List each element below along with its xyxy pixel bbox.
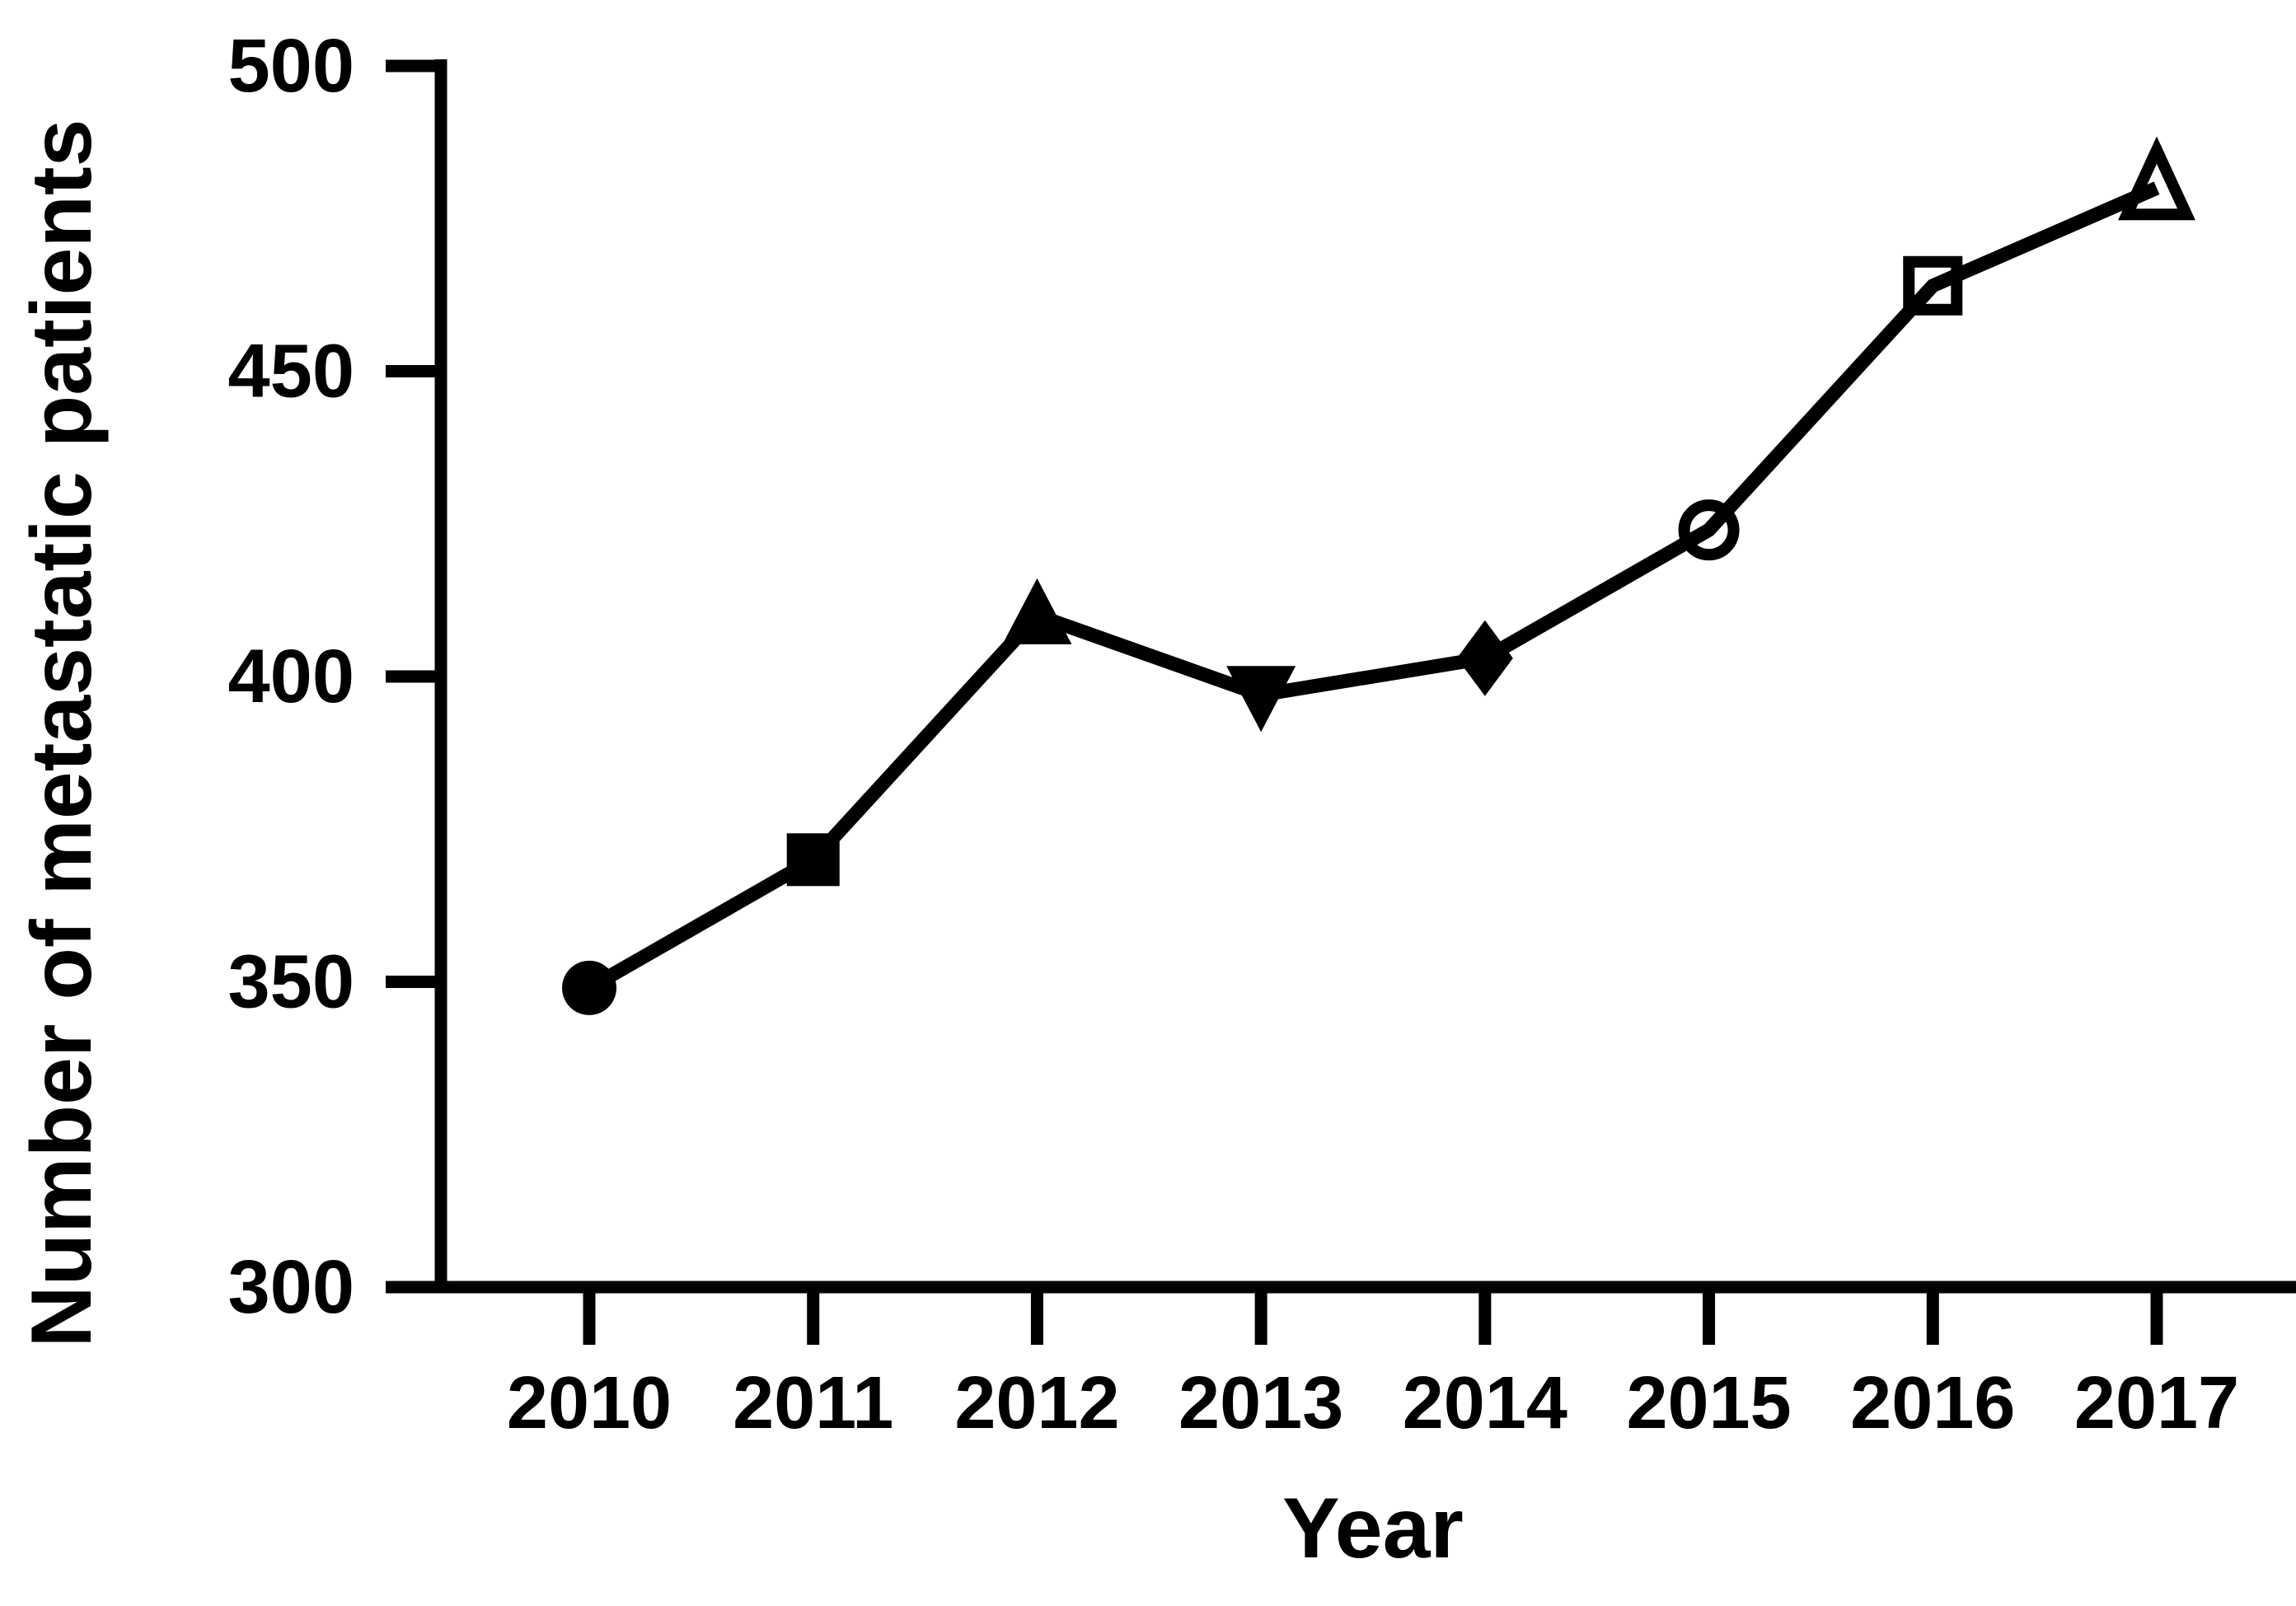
marker-2012-triangle-up-filled [1002,578,1072,644]
y-tick-label: 450 [228,330,355,414]
marker-2014-diamond-filled [1456,620,1513,696]
x-tick-label: 2015 [1626,1362,1791,1444]
y-tick-label: 300 [228,1245,355,1329]
marker-2011-square-filled [786,833,840,887]
x-tick-label: 2012 [954,1362,1119,1444]
marker-2016-square-open [1903,255,1963,316]
x-tick-label: 2013 [1178,1362,1343,1444]
y-tick-label: 400 [228,634,355,719]
y-axis-title: Number of metastatic patients [14,119,110,1348]
x-tick-label: 2017 [2074,1362,2239,1444]
marker-2017-triangle-up-open [2118,136,2195,221]
x-tick-label: 2016 [1850,1362,2015,1444]
marker-2013-triangle-down-filled [1226,666,1296,733]
data-line [585,181,2160,995]
x-tick-label: 2010 [507,1362,672,1444]
x-tick-label: 2014 [1403,1362,1567,1444]
marker-2015-circle-open [1678,499,1740,561]
y-tick-label: 500 [228,24,355,108]
y-tick-label: 350 [228,940,355,1024]
marker-2010-circle-filled [562,960,616,1015]
x-tick-label: 2011 [733,1362,893,1444]
x-axis-title: Year [1282,1481,1464,1576]
